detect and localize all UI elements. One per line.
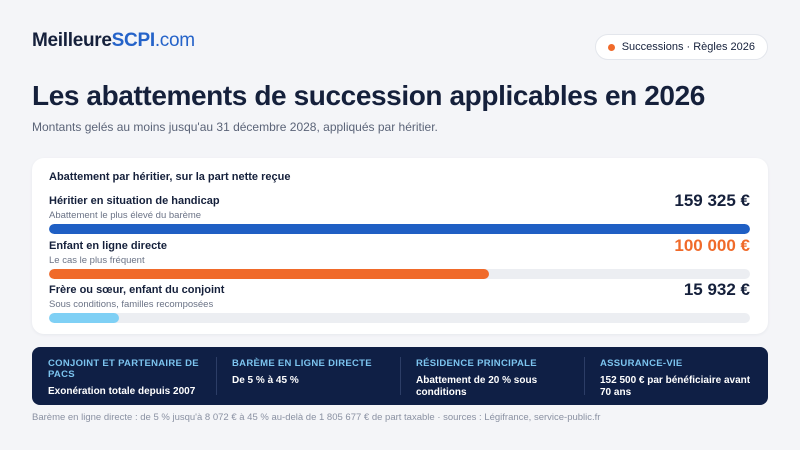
page-title: Les abattements de succession applicable…: [32, 80, 705, 111]
row-value: 100 000 €: [674, 236, 750, 255]
row-sublabel: Abattement le plus élevé du barème: [49, 210, 202, 221]
fact-text: Exonération totale depuis 2007: [48, 386, 196, 397]
sources-footnote: Barème en ligne directe : de 5 % jusqu'à…: [32, 412, 601, 423]
fact-heading: Barème en ligne directe: [232, 358, 372, 369]
key-facts-panel: Conjoint et partenaire de PACS Exonérati…: [32, 347, 768, 405]
allowance-row-frere-soeur: Frère ou sœur, enfant du conjoint Sous c…: [49, 280, 750, 323]
bar-fill: [49, 224, 750, 234]
brand-name-part1: Meilleure: [32, 30, 112, 51]
fact-heading: Conjoint et partenaire de PACS: [48, 358, 199, 380]
allowance-row-handicap: Héritier en situation de handicap Abatte…: [49, 191, 750, 234]
bar-track: [49, 224, 750, 234]
fact-text: 152 500 € par bénéficiaire avant 70 ans: [600, 375, 751, 398]
fact-column: Assurance-vie 152 500 € par bénéficiaire…: [584, 347, 768, 405]
row-value: 159 325 €: [674, 191, 750, 210]
bar-fill: [49, 269, 489, 279]
row-value: 15 932 €: [683, 280, 750, 299]
row-label: Frère ou sœur, enfant du conjoint: [49, 284, 225, 296]
brand-tld: .com: [154, 30, 195, 51]
fact-column: Conjoint et partenaire de PACS Exonérati…: [32, 347, 216, 405]
fact-text: De 5 % à 45 %: [232, 375, 299, 386]
bar-fill: [49, 313, 120, 323]
fact-heading: Assurance-vie: [600, 358, 683, 369]
bar-track: [49, 313, 750, 323]
row-sublabel: Sous conditions, familles recomposées: [49, 299, 214, 310]
brand-logo[interactable]: MeilleureSCPI.com: [32, 30, 195, 52]
card-title: Abattement par héritier, sur la part net…: [49, 171, 291, 183]
fact-column: Résidence principale Abattement de 20 % …: [400, 347, 584, 405]
topic-badge: Successions · Règles 2026: [594, 34, 768, 60]
topic-badge-label: Successions · Règles 2026: [621, 41, 755, 53]
fact-text: Abattement de 20 % sous conditions: [416, 375, 538, 398]
row-sublabel: Le cas le plus fréquent: [49, 255, 145, 266]
fact-column: Barème en ligne directe De 5 % à 45 %: [216, 347, 400, 405]
allowances-card: Abattement par héritier, sur la part net…: [32, 158, 768, 334]
page-subtitle: Montants gelés au moins jusqu'au 31 déce…: [32, 120, 438, 134]
status-dot-icon: [607, 43, 615, 51]
fact-heading: Résidence principale: [416, 358, 537, 369]
row-label: Enfant en ligne directe: [49, 240, 167, 252]
brand-name-part2: SCPI: [111, 30, 155, 51]
bar-track: [49, 269, 750, 279]
row-label: Héritier en situation de handicap: [49, 195, 220, 207]
allowance-row-enfant: Enfant en ligne directe Le cas le plus f…: [49, 236, 750, 279]
